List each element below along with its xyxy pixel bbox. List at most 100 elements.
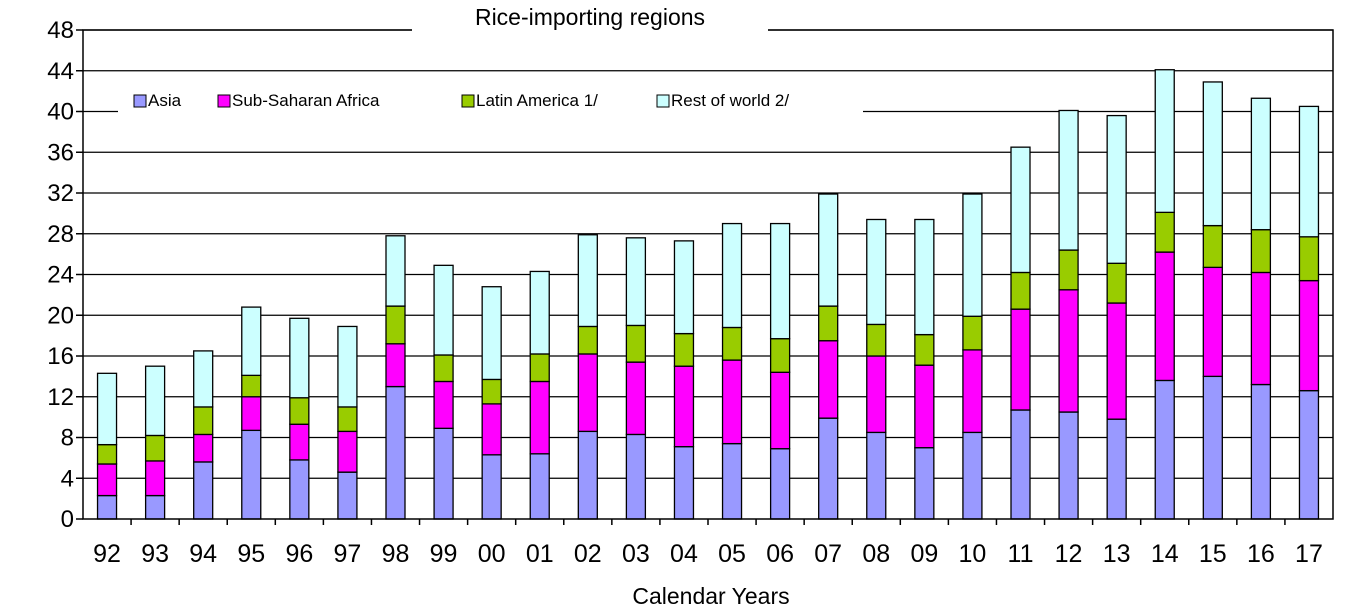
y-tick-label: 0 — [61, 506, 74, 533]
bar-latin-america-1-05 — [721, 326, 743, 361]
bar-sub-saharan-africa-03 — [625, 361, 647, 436]
bar-asia-96 — [289, 459, 310, 520]
bar-rest-of-world-2-98 — [385, 235, 406, 307]
x-tick-label: 93 — [141, 540, 169, 568]
bar-sub-saharan-africa-96 — [289, 423, 310, 461]
bar-sub-saharan-africa-02 — [577, 353, 598, 433]
bar-rest-of-world-2-14 — [1154, 69, 1175, 214]
bar-rest-of-world-2-01 — [529, 270, 550, 355]
y-tick-label: 8 — [61, 425, 74, 452]
bar-rest-of-world-2-05 — [721, 222, 743, 329]
bar-sub-saharan-africa-92 — [96, 463, 118, 497]
bar-rest-of-world-2-03 — [625, 237, 647, 327]
legend-label-asia: Asia — [148, 91, 182, 110]
bar-asia-95 — [241, 429, 262, 520]
bar-latin-america-1-13 — [1106, 262, 1127, 304]
y-tick-label: 4 — [61, 465, 74, 492]
bar-rest-of-world-2-16 — [1250, 97, 1272, 231]
bar-asia-11 — [1010, 409, 1031, 520]
x-axis-title: Calendar Years — [632, 583, 789, 609]
x-tick-label: 12 — [1055, 540, 1083, 568]
bar-rest-of-world-2-95 — [241, 306, 262, 377]
bar-asia-01 — [529, 453, 550, 520]
legend-box — [118, 83, 863, 119]
bar-sub-saharan-africa-14 — [1154, 251, 1175, 382]
y-tick-label: 44 — [47, 58, 74, 85]
bar-asia-16 — [1250, 383, 1272, 520]
bar-sub-saharan-africa-11 — [1010, 308, 1031, 411]
x-tick-label: 07 — [814, 540, 842, 568]
bar-latin-america-1-01 — [529, 353, 550, 383]
legend-item-latin-america: Latin America 1/ — [461, 91, 598, 110]
x-tick-label: 05 — [718, 540, 746, 568]
bar-rest-of-world-2-09 — [914, 218, 935, 336]
legend-swatch-rest-of-world — [656, 94, 670, 108]
bar-latin-america-1-12 — [1058, 249, 1079, 291]
x-tick-label: 92 — [93, 540, 121, 568]
bar-sub-saharan-africa-04 — [673, 365, 695, 448]
x-tick-label: 03 — [622, 540, 650, 568]
x-tick-label: 14 — [1151, 540, 1179, 568]
y-tick-label: 36 — [47, 139, 74, 166]
bar-sub-saharan-africa-05 — [721, 359, 743, 445]
legend-item-ssa: Sub-Saharan Africa — [217, 91, 380, 110]
bar-asia-06 — [769, 448, 791, 520]
bar-asia-94 — [193, 461, 214, 520]
legend-item-rest-of-world: Rest of world 2/ — [656, 91, 789, 110]
bar-sub-saharan-africa-01 — [529, 380, 550, 455]
bar-sub-saharan-africa-13 — [1106, 302, 1127, 420]
bar-asia-15 — [1202, 375, 1223, 520]
bar-rest-of-world-2-02 — [577, 234, 598, 328]
bar-latin-america-1-02 — [577, 325, 598, 355]
bar-latin-america-1-17 — [1298, 236, 1320, 282]
bar-asia-98 — [385, 385, 406, 520]
y-tick-label: 20 — [47, 302, 74, 329]
bar-sub-saharan-africa-00 — [481, 403, 502, 456]
bar-latin-america-1-09 — [914, 333, 935, 366]
bar-sub-saharan-africa-12 — [1058, 289, 1079, 413]
y-tick-label: 12 — [47, 384, 74, 411]
legend-label-latin-america: Latin America 1/ — [476, 91, 598, 110]
bar-rest-of-world-2-17 — [1298, 105, 1320, 238]
x-tick-label: 99 — [430, 540, 458, 568]
bar-latin-america-1-04 — [673, 332, 695, 367]
bar-rest-of-world-2-11 — [1010, 146, 1031, 274]
bar-sub-saharan-africa-98 — [385, 343, 406, 388]
bar-latin-america-1-11 — [1010, 271, 1031, 310]
legend-label-ssa: Sub-Saharan Africa — [232, 91, 380, 110]
bar-asia-92 — [96, 494, 118, 520]
x-tick-label: 17 — [1295, 540, 1323, 568]
bar-sub-saharan-africa-94 — [193, 433, 214, 463]
legend-item-asia: Asia — [133, 91, 182, 110]
bar-latin-america-1-93 — [144, 434, 166, 462]
bar-rest-of-world-2-10 — [962, 193, 983, 317]
bar-sub-saharan-africa-93 — [144, 460, 166, 497]
x-tick-label: 15 — [1199, 540, 1227, 568]
bar-rest-of-world-2-99 — [433, 264, 454, 356]
bar-rest-of-world-2-13 — [1106, 114, 1127, 264]
x-tick-label: 96 — [285, 540, 313, 568]
x-tick-label: 06 — [766, 540, 794, 568]
x-tick-label: 09 — [910, 540, 938, 568]
bar-sub-saharan-africa-99 — [433, 380, 454, 429]
x-tick-label: 11 — [1008, 540, 1034, 568]
y-tick-label: 16 — [47, 343, 74, 370]
bar-rest-of-world-2-06 — [769, 222, 791, 340]
bar-latin-america-1-06 — [769, 338, 791, 373]
legend-swatch-ssa — [217, 94, 231, 108]
bar-asia-03 — [625, 433, 647, 520]
bar-asia-09 — [914, 447, 935, 520]
bar-rest-of-world-2-00 — [481, 286, 502, 381]
x-tick-label: 10 — [959, 540, 987, 568]
bar-latin-america-1-10 — [962, 315, 983, 351]
bar-asia-02 — [577, 430, 598, 520]
bar-latin-america-1-99 — [433, 354, 454, 383]
bar-sub-saharan-africa-09 — [914, 364, 935, 449]
bar-sub-saharan-africa-95 — [241, 396, 262, 432]
x-tick-label: 02 — [574, 540, 602, 568]
x-tick-label: 01 — [526, 540, 554, 568]
bar-asia-04 — [673, 446, 695, 520]
bar-asia-10 — [962, 431, 983, 520]
bar-asia-05 — [721, 442, 743, 520]
bar-asia-97 — [337, 471, 358, 520]
